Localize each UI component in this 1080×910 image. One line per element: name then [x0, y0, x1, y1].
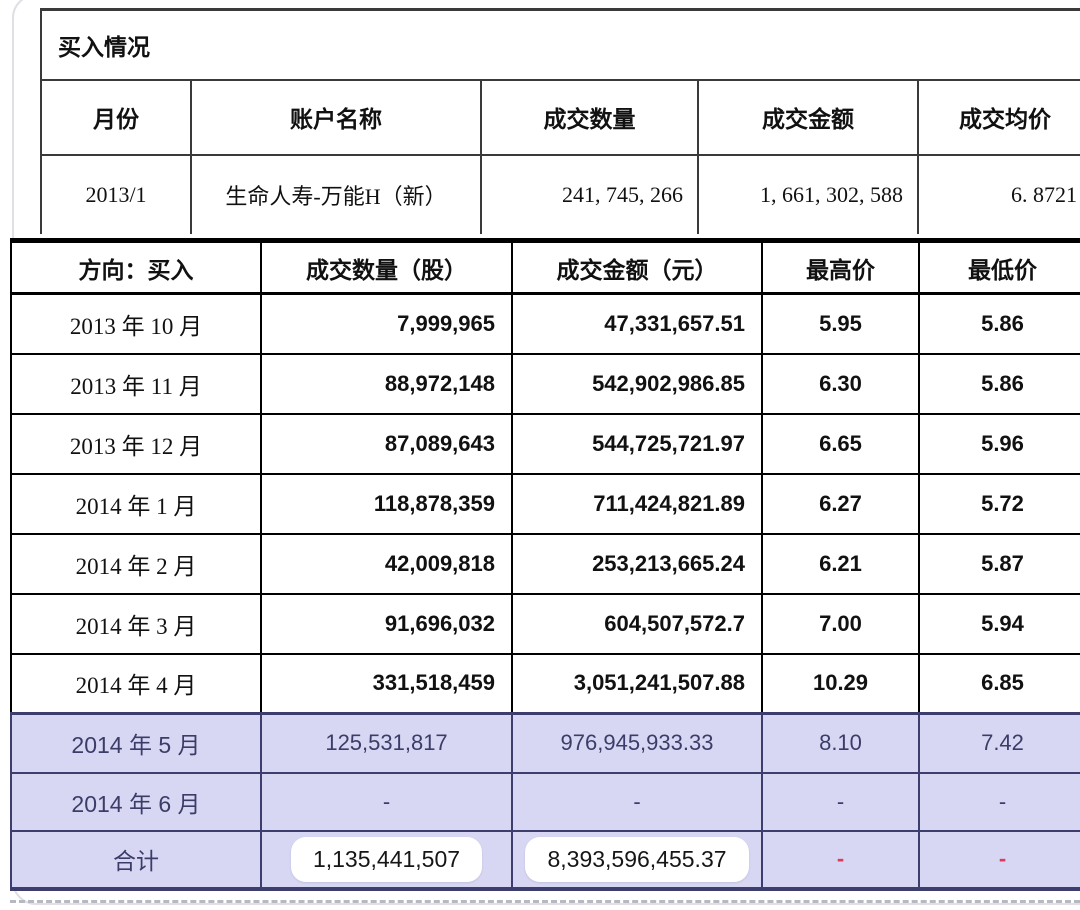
col-direction-buy: 方向：买入 — [10, 239, 262, 295]
buy-table-title: 买入情况 — [40, 8, 1080, 81]
cell-high: 6.27 — [761, 472, 920, 535]
cell-volume: - — [260, 771, 513, 832]
cell-low: 6.85 — [918, 652, 1080, 715]
cell-high: 5.95 — [761, 292, 920, 355]
cell-amount: 542,902,986.85 — [511, 352, 763, 415]
cell-low: - — [918, 771, 1080, 832]
monthly-header-row: 方向：买入 成交数量（股） 成交金额（元） 最高价 最低价 — [10, 239, 1080, 295]
buy-col-month: 月份 — [40, 78, 192, 156]
cell-amount: 711,424,821.89 — [511, 472, 763, 535]
cell-month: 2014 年 1 月 — [10, 472, 262, 535]
table-row: 2014 年 4 月 331,518,459 3,051,241,507.88 … — [10, 652, 1080, 715]
cell-high: 7.00 — [761, 592, 920, 655]
buy-col-amount: 成交金额 — [697, 78, 919, 156]
cell-high: - — [761, 771, 920, 832]
buy-cell-account: 生命人寿-万能H（新） — [190, 153, 482, 234]
cell-high: 6.21 — [761, 532, 920, 595]
cell-amount: 976,945,933.33 — [511, 712, 763, 774]
table-row: 2014 年 2 月 42,009,818 253,213,665.24 6.2… — [10, 532, 1080, 595]
cell-month: 2014 年 3 月 — [10, 592, 262, 655]
cell-total-amount: 8,393,596,455.37 — [511, 829, 763, 891]
table-row: 2013 年 12 月 87,089,643 544,725,721.97 6.… — [10, 412, 1080, 475]
table-row-highlighted: 2014 年 6 月 - - - - — [10, 771, 1080, 832]
cell-low: 5.86 — [918, 352, 1080, 415]
buy-cell-avg-price: 6. 8721 — [917, 153, 1080, 234]
cell-low: 5.72 — [918, 472, 1080, 535]
cell-amount: 604,507,572.7 — [511, 592, 763, 655]
cell-month: 2014 年 4 月 — [10, 652, 262, 715]
buy-cell-volume: 241, 745, 266 — [480, 153, 699, 234]
cell-month: 2014 年 5 月 — [10, 712, 262, 774]
cell-volume: 42,009,818 — [260, 532, 513, 595]
table-row: 2013 年 10 月 7,999,965 47,331,657.51 5.95… — [10, 292, 1080, 355]
cell-low: 7.42 — [918, 712, 1080, 774]
cell-high: 10.29 — [761, 652, 920, 715]
cell-total-label: 合计 — [10, 829, 262, 891]
cell-month: 2013 年 10 月 — [10, 292, 262, 355]
table-row: 2014 年 1 月 118,878,359 711,424,821.89 6.… — [10, 472, 1080, 535]
cell-month: 2014 年 6 月 — [10, 771, 262, 832]
buy-cell-month: 2013/1 — [40, 153, 192, 234]
cell-amount: 253,213,665.24 — [511, 532, 763, 595]
cell-total-low: - — [918, 829, 1080, 891]
cell-amount: 3,051,241,507.88 — [511, 652, 763, 715]
cell-month: 2014 年 2 月 — [10, 532, 262, 595]
table-row: 2013 年 11 月 88,972,148 542,902,986.85 6.… — [10, 352, 1080, 415]
cell-volume: 88,972,148 — [260, 352, 513, 415]
cell-month: 2013 年 11 月 — [10, 352, 262, 415]
col-high-price: 最高价 — [761, 239, 920, 295]
cell-volume: 7,999,965 — [260, 292, 513, 355]
cell-low: 5.94 — [918, 592, 1080, 655]
cell-low: 5.87 — [918, 532, 1080, 595]
cell-month: 2013 年 12 月 — [10, 412, 262, 475]
cell-amount: 544,725,721.97 — [511, 412, 763, 475]
total-volume-pill: 1,135,441,507 — [290, 836, 483, 882]
cell-volume: 118,878,359 — [260, 472, 513, 535]
bottom-dashed-divider — [10, 900, 1080, 903]
total-amount-pill: 8,393,596,455.37 — [525, 836, 749, 882]
col-amount-yuan: 成交金额（元） — [511, 239, 763, 295]
total-row: 合计 1,135,441,507 8,393,596,455.37 - - — [10, 829, 1080, 891]
cell-high: 6.30 — [761, 352, 920, 415]
cell-high: 8.10 — [761, 712, 920, 774]
cell-total-volume: 1,135,441,507 — [260, 829, 513, 891]
monthly-detail-table: 方向：买入 成交数量（股） 成交金额（元） 最高价 最低价 2013 年 10 … — [10, 238, 1080, 891]
cell-amount: 47,331,657.51 — [511, 292, 763, 355]
buy-col-account-name: 账户名称 — [190, 78, 482, 156]
table-row-highlighted: 2014 年 5 月 125,531,817 976,945,933.33 8.… — [10, 712, 1080, 774]
cell-volume: 91,696,032 — [260, 592, 513, 655]
col-low-price: 最低价 — [918, 239, 1080, 295]
cell-volume: 87,089,643 — [260, 412, 513, 475]
cell-volume: 331,518,459 — [260, 652, 513, 715]
cell-low: 5.86 — [918, 292, 1080, 355]
cell-low: 5.96 — [918, 412, 1080, 475]
cell-amount: - — [511, 771, 763, 832]
buy-col-volume: 成交数量 — [480, 78, 699, 156]
buy-col-avg-price: 成交均价 — [917, 78, 1080, 156]
cell-total-high: - — [761, 829, 920, 891]
buy-summary-table: 买入情况 月份 账户名称 成交数量 成交金额 成交均价 2013/1 生命人寿-… — [40, 8, 1080, 234]
col-volume-shares: 成交数量（股） — [260, 239, 513, 295]
cell-volume: 125,531,817 — [260, 712, 513, 774]
table-row: 2014 年 3 月 91,696,032 604,507,572.7 7.00… — [10, 592, 1080, 655]
cell-high: 6.65 — [761, 412, 920, 475]
buy-cell-amount: 1, 661, 302, 588 — [697, 153, 919, 234]
